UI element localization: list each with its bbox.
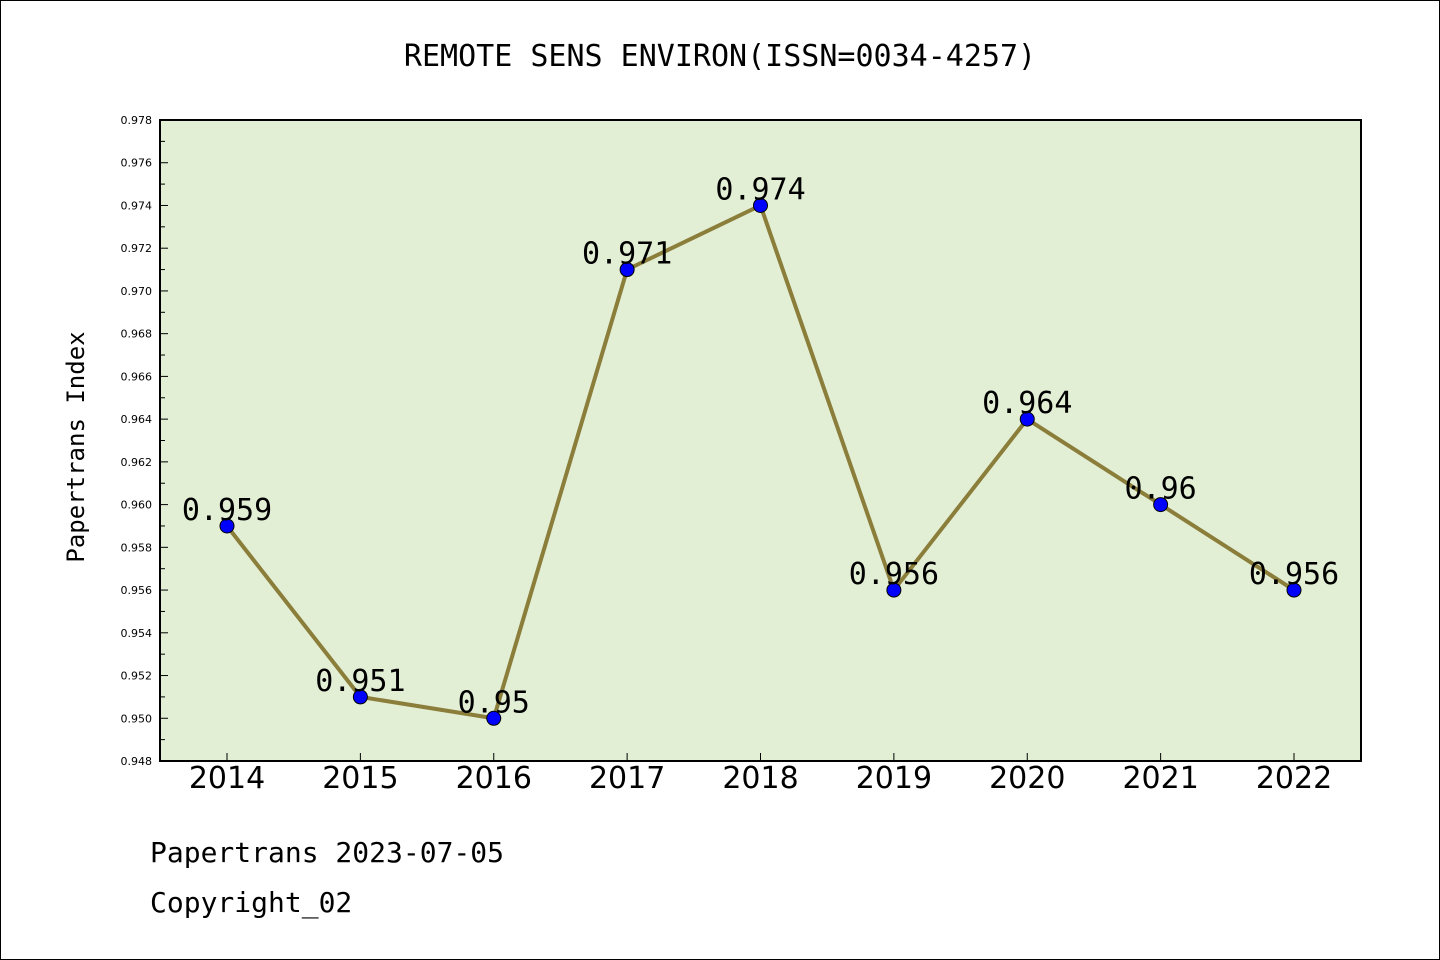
data-label: 0.974 xyxy=(715,172,805,207)
data-label: 0.959 xyxy=(182,493,272,528)
x-tick-label: 2021 xyxy=(1122,761,1198,796)
y-tick-label: 0.966 xyxy=(121,370,153,383)
x-tick-label: 2020 xyxy=(989,761,1065,796)
data-label: 0.96 xyxy=(1125,472,1197,507)
y-tick-label: 0.954 xyxy=(121,627,153,640)
x-axis: 2014 2015 2016 2017 2018 2019 2020 2021 2022 xyxy=(189,753,1332,796)
data-point xyxy=(486,710,502,726)
x-tick-label: 2014 xyxy=(189,761,265,796)
data-point xyxy=(619,262,635,278)
data-points xyxy=(219,197,1302,726)
y-tick-label: 0.952 xyxy=(121,670,153,683)
data-point xyxy=(1153,497,1169,513)
data-label: 0.956 xyxy=(849,557,939,592)
y-tick-label: 0.948 xyxy=(121,755,153,768)
x-tick-label: 2015 xyxy=(322,761,398,796)
y-tick-label: 0.956 xyxy=(121,584,153,597)
data-point xyxy=(1286,582,1302,598)
y-axis: 0.948 0.950 0.952 0.954 0.956 0.958 0.960 0.962… xyxy=(121,114,168,768)
x-tick-label: 2022 xyxy=(1256,761,1332,796)
y-tick-label: 0.960 xyxy=(121,499,153,512)
footer-date: Papertrans 2023-07-05 xyxy=(150,836,505,869)
data-point xyxy=(1019,411,1035,427)
data-point xyxy=(753,197,768,213)
y-tick-label: 0.958 xyxy=(121,541,153,554)
y-tick-label: 0.968 xyxy=(121,328,153,341)
data-label: 0.971 xyxy=(582,237,672,272)
y-tick-label: 0.962 xyxy=(121,456,153,469)
data-label: 0.956 xyxy=(1249,557,1339,592)
data-label: 0.95 xyxy=(458,685,530,720)
chart-title: REMOTE SENS ENVIRON(ISSN=0034-4257) xyxy=(404,39,1036,74)
y-tick-label: 0.950 xyxy=(121,712,153,725)
y-tick-label: 0.970 xyxy=(121,285,153,298)
data-point xyxy=(886,582,902,598)
plot-area xyxy=(159,119,1362,762)
y-tick-label: 0.972 xyxy=(121,242,153,255)
y-tick-label: 0.976 xyxy=(121,157,153,170)
data-point xyxy=(352,689,368,705)
x-tick-label: 2018 xyxy=(722,761,798,796)
y-tick-label: 0.964 xyxy=(121,413,153,426)
data-label: 0.964 xyxy=(982,386,1072,421)
x-tick-label: 2016 xyxy=(456,761,532,796)
footer-copyright: Copyright_02 xyxy=(150,886,353,919)
y-axis-label: Papertrans Index xyxy=(62,331,90,562)
x-tick-label: 2019 xyxy=(856,761,932,796)
data-labels: 0.959 0.951 0.95 0.971 0.974 0.956 0.964 0.96 0.… xyxy=(182,172,1339,720)
x-tick-label: 2017 xyxy=(589,761,665,796)
data-point xyxy=(219,518,235,534)
y-tick-label: 0.974 xyxy=(121,199,153,212)
data-label: 0.951 xyxy=(315,664,405,699)
y-tick-label: 0.978 xyxy=(121,114,153,127)
